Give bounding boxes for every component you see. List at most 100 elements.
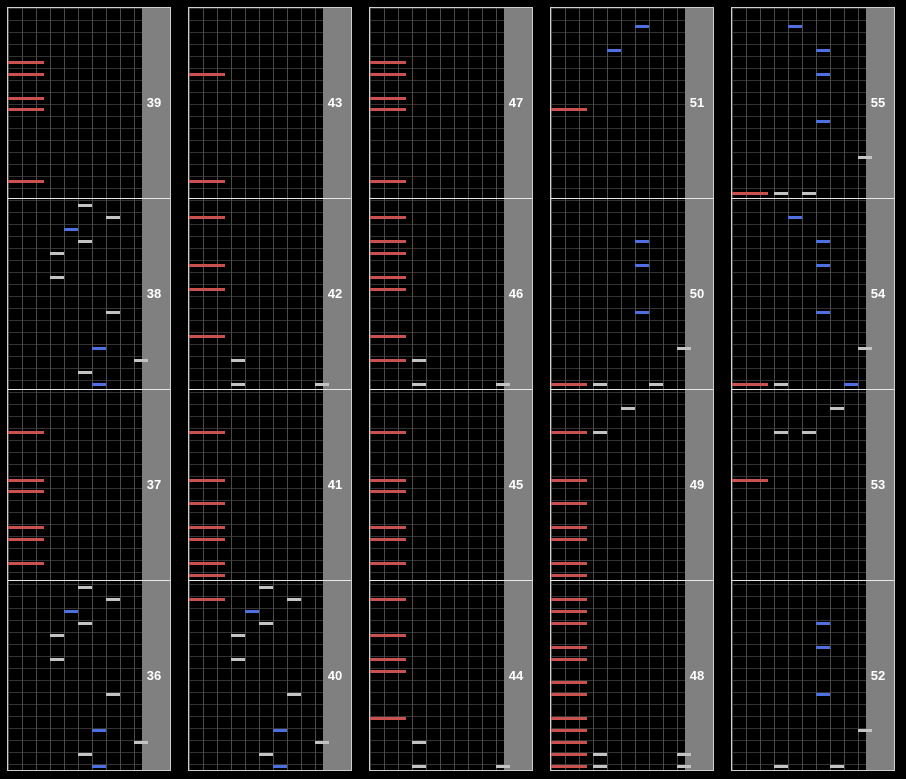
blue-note [816,120,830,124]
blue-note [816,263,830,267]
red-note [189,215,225,219]
red-note [370,108,406,112]
measure-number: 50 [689,285,705,301]
red-note [551,383,587,386]
measure-number: 48 [689,667,705,683]
measure-number: 51 [689,94,705,110]
red-note [551,478,587,482]
blue-note [92,347,106,351]
red-note [8,108,44,112]
red-note [8,478,44,482]
red-note [370,275,406,279]
red-note [551,108,587,112]
gray-note [78,621,92,625]
gray-note [774,192,788,195]
measure-number: 46 [508,285,524,301]
measure-divider [732,580,894,581]
chart-column-2: 43 42 41 40 [188,7,352,771]
red-note [551,729,587,733]
red-note [551,765,587,768]
red-note [189,287,225,291]
measure-divider [551,389,713,390]
measure-number: 55 [870,94,886,110]
gray-note [50,657,64,661]
gray-note [231,383,245,386]
gray-note [287,693,301,697]
red-note [370,669,406,673]
red-note [551,430,587,434]
gray-note [259,753,273,757]
gray-note [106,311,120,315]
blue-note [816,311,830,315]
blue-note [816,48,830,52]
gray-note [412,741,426,745]
red-note [551,717,587,721]
red-note [189,478,225,482]
red-note [551,574,587,577]
gray-note [649,383,663,386]
gray-note [134,359,148,363]
red-note [551,741,587,745]
measure-number: 45 [508,476,524,492]
gray-note [231,359,245,363]
red-note [189,502,225,506]
blue-note [788,24,802,28]
gray-note [259,585,273,589]
blue-note [64,609,78,613]
gray-note [677,753,691,757]
red-note [370,633,406,637]
gray-note [78,371,92,375]
red-note [370,96,406,100]
measure-divider [189,198,351,199]
red-note [189,430,225,434]
measure-number: 54 [870,285,886,301]
gray-note [50,275,64,279]
gray-note [287,597,301,601]
red-note [370,478,406,482]
gray-note [858,347,872,351]
blue-note [635,263,649,267]
red-note [189,335,225,339]
blue-note [92,729,106,733]
gray-note [259,621,273,625]
measure-divider [189,580,351,581]
blue-note [635,24,649,28]
gray-note [830,406,844,410]
red-note [189,180,225,184]
blue-note [64,227,78,231]
red-note [8,526,44,530]
red-note [189,574,225,577]
blue-note [816,72,830,76]
measure-divider [551,580,713,581]
measure-divider [8,389,170,390]
red-note [370,538,406,542]
gray-note [677,765,691,768]
gray-note [78,239,92,243]
measure-number: 37 [146,476,162,492]
gray-note [231,633,245,637]
red-note [370,359,406,363]
gray-note [802,192,816,195]
blue-note [607,48,621,52]
measure-divider [732,198,894,199]
gray-note [50,633,64,637]
red-note [189,597,225,601]
red-note [370,239,406,243]
measure-number: 39 [146,94,162,110]
red-note [370,335,406,339]
gray-note [802,430,816,434]
measure-divider [370,389,532,390]
red-note [732,192,768,195]
measure-number: 53 [870,476,886,492]
measure-divider [370,580,532,581]
gray-note [106,597,120,601]
measure-divider [8,580,170,581]
measure-divider [189,389,351,390]
measure-divider [370,198,532,199]
measure-number: 49 [689,476,705,492]
red-note [370,562,406,566]
gray-note [50,251,64,255]
red-note [8,562,44,566]
gray-note [315,383,329,386]
